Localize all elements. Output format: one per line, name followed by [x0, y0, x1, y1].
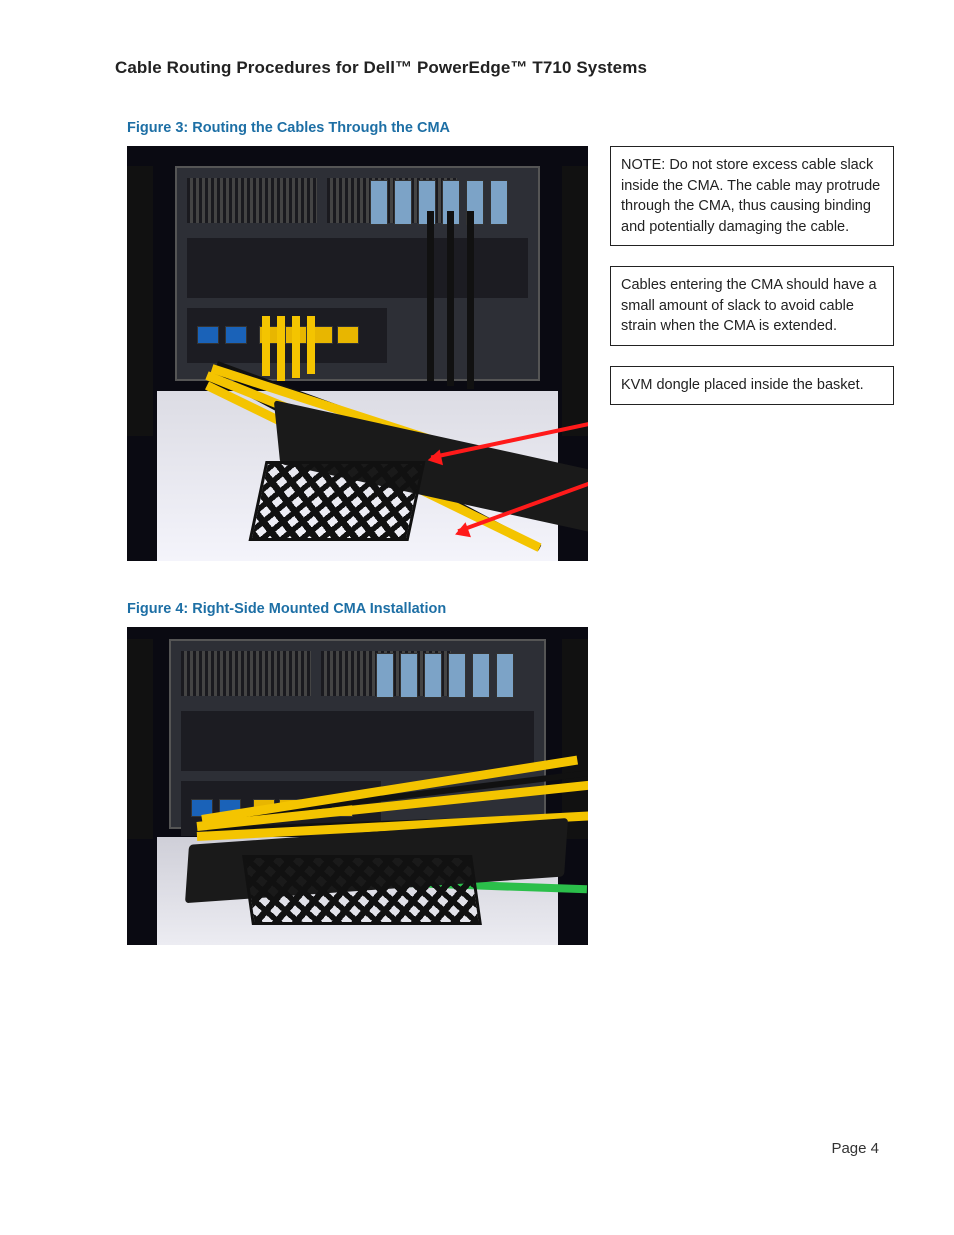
page-title: Cable Routing Procedures for Dell™ Power… [115, 58, 894, 78]
document-page: Cable Routing Procedures for Dell™ Power… [0, 0, 954, 1235]
figure-4-caption: Figure 4: Right-Side Mounted CMA Install… [127, 601, 894, 617]
callout-slack: Cables entering the CMA should have a sm… [610, 266, 894, 346]
figure-3-image [127, 146, 588, 561]
figure-4-image [127, 627, 588, 945]
callout-note: NOTE: Do not store excess cable slack in… [610, 146, 894, 246]
page-number: Page 4 [831, 1140, 879, 1157]
figure-3-section: NOTE: Do not store excess cable slack in… [115, 146, 894, 561]
figure-3-callouts: NOTE: Do not store excess cable slack in… [610, 146, 894, 405]
callout-kvm-dongle: KVM dongle placed inside the basket. [610, 366, 894, 405]
figure-3-caption: Figure 3: Routing the Cables Through the… [127, 120, 894, 136]
